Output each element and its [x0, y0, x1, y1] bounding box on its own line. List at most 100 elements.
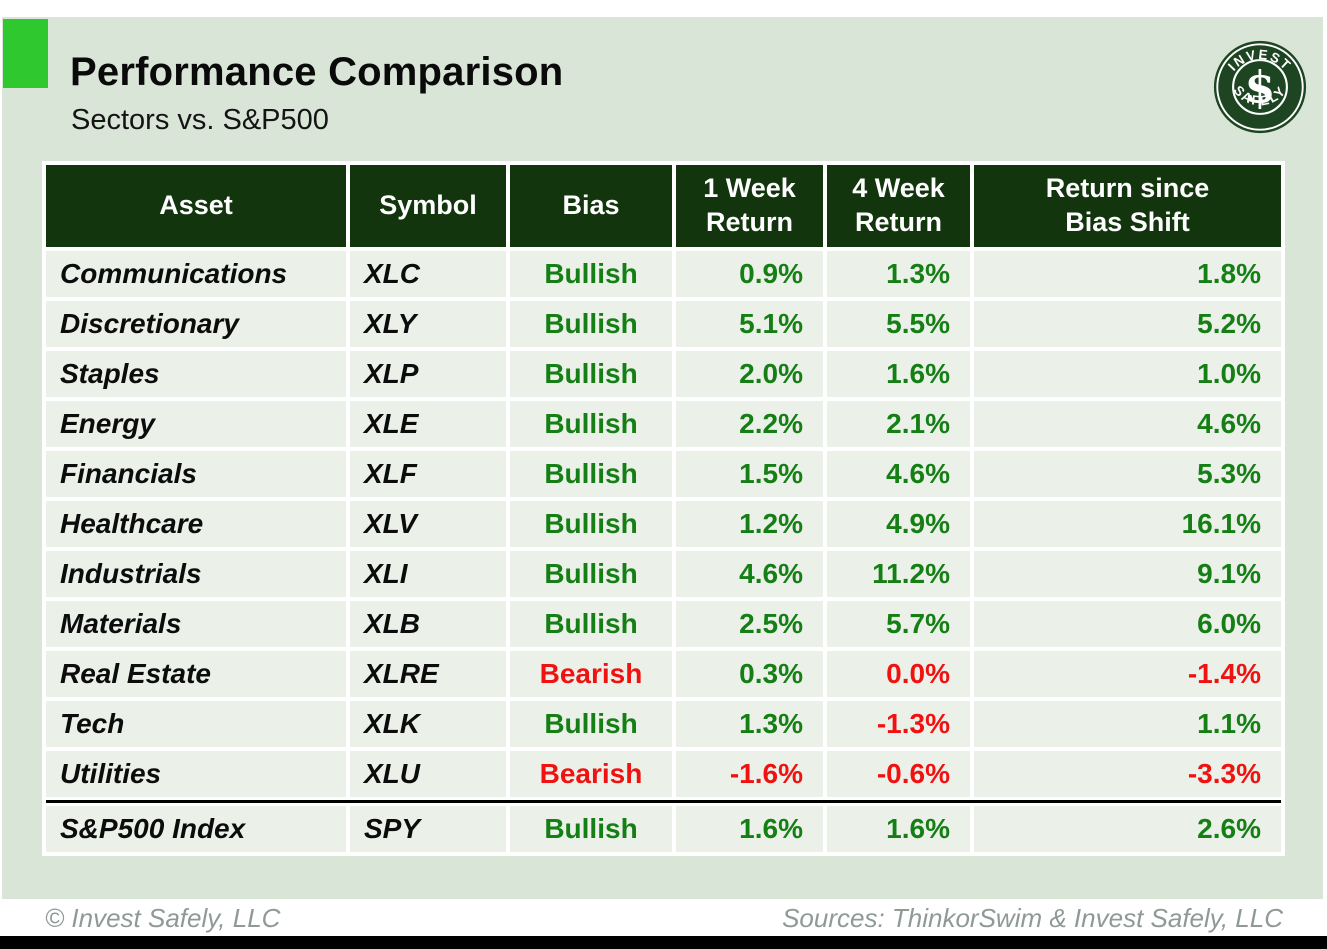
cell-4-week-return: -0.6%: [827, 751, 970, 797]
cell-4-week-return: 5.7%: [827, 601, 970, 647]
cell-return-since-bias-shift: 2.6%: [974, 806, 1281, 852]
cell-1-week-return: 2.2%: [676, 401, 823, 447]
table-body: Communications XLC Bullish 0.9% 1.3% 1.8% Disc…: [46, 251, 1281, 852]
cell-1-week-return: 1.2%: [676, 501, 823, 547]
cell-symbol: XLY: [350, 301, 506, 347]
cell-return-since-bias-shift: 9.1%: [974, 551, 1281, 597]
cell-asset: Materials: [46, 601, 346, 647]
cell-return-since-bias-shift: 5.3%: [974, 451, 1281, 497]
cell-1-week-return: 1.5%: [676, 451, 823, 497]
cell-symbol: XLI: [350, 551, 506, 597]
cell-return-since-bias-shift: 1.1%: [974, 701, 1281, 747]
cell-return-since-bias-shift: 6.0%: [974, 601, 1281, 647]
table-row: Discretionary XLY Bullish 5.1% 5.5% 5.2%: [46, 301, 1281, 347]
cell-1-week-return: 2.5%: [676, 601, 823, 647]
cell-asset: Staples: [46, 351, 346, 397]
cell-symbol: SPY: [350, 806, 506, 852]
cell-1-week-return: 5.1%: [676, 301, 823, 347]
cell-bias: Bullish: [510, 551, 672, 597]
cell-1-week-return: 4.6%: [676, 551, 823, 597]
cell-4-week-return: 1.3%: [827, 251, 970, 297]
table-row: Staples XLP Bullish 2.0% 1.6% 1.0%: [46, 351, 1281, 397]
cell-1-week-return: 1.6%: [676, 806, 823, 852]
cell-return-since-bias-shift: -1.4%: [974, 651, 1281, 697]
cell-bias: Bullish: [510, 501, 672, 547]
table-row: Communications XLC Bullish 0.9% 1.3% 1.8%: [46, 251, 1281, 297]
cell-return-since-bias-shift: 1.0%: [974, 351, 1281, 397]
cell-4-week-return: 5.5%: [827, 301, 970, 347]
cell-bias: Bullish: [510, 701, 672, 747]
table-row: Industrials XLI Bullish 4.6% 11.2% 9.1%: [46, 551, 1281, 597]
cell-4-week-return: 4.9%: [827, 501, 970, 547]
header-symbol: Symbol: [350, 165, 506, 247]
invest-safely-logo-icon: INVEST SAFELY $: [1212, 39, 1308, 135]
cell-symbol: XLF: [350, 451, 506, 497]
cell-bias: Bullish: [510, 806, 672, 852]
cell-symbol: XLE: [350, 401, 506, 447]
cell-4-week-return: 0.0%: [827, 651, 970, 697]
cell-4-week-return: 4.6%: [827, 451, 970, 497]
cell-bias: Bullish: [510, 251, 672, 297]
cell-bias: Bullish: [510, 451, 672, 497]
cell-4-week-return: 11.2%: [827, 551, 970, 597]
table-row: Healthcare XLV Bullish 1.2% 4.9% 16.1%: [46, 501, 1281, 547]
cell-bias: Bearish: [510, 751, 672, 797]
cell-symbol: XLRE: [350, 651, 506, 697]
cell-asset: Real Estate: [46, 651, 346, 697]
cell-symbol: XLC: [350, 251, 506, 297]
cell-return-since-bias-shift: 4.6%: [974, 401, 1281, 447]
cell-asset: Healthcare: [46, 501, 346, 547]
cell-return-since-bias-shift: 5.2%: [974, 301, 1281, 347]
accent-square: [3, 19, 48, 88]
cell-bias: Bullish: [510, 351, 672, 397]
cell-symbol: XLU: [350, 751, 506, 797]
table-row: Utilities XLU Bearish -1.6% -0.6% -3.3%: [46, 751, 1281, 797]
cell-4-week-return: 1.6%: [827, 351, 970, 397]
cell-4-week-return: -1.3%: [827, 701, 970, 747]
cell-asset: Energy: [46, 401, 346, 447]
cell-1-week-return: -1.6%: [676, 751, 823, 797]
cell-bias: Bullish: [510, 401, 672, 447]
cell-symbol: XLK: [350, 701, 506, 747]
cell-asset: Financials: [46, 451, 346, 497]
cell-asset: Utilities: [46, 751, 346, 797]
cell-4-week-return: 1.6%: [827, 806, 970, 852]
performance-table: Asset Symbol Bias 1 Week Return 4 Week R…: [42, 161, 1285, 856]
header-return-since-bias-shift: Return since Bias Shift: [974, 165, 1281, 247]
sources-text: Sources: ThinkorSwim & Invest Safely, LL…: [782, 903, 1283, 933]
cell-return-since-bias-shift: 16.1%: [974, 501, 1281, 547]
table-row: S&P500 Index SPY Bullish 1.6% 1.6% 2.6%: [46, 806, 1281, 852]
cell-asset: Industrials: [46, 551, 346, 597]
table-row: Materials XLB Bullish 2.5% 5.7% 6.0%: [46, 601, 1281, 647]
header-1-week-return: 1 Week Return: [676, 165, 823, 247]
page-title: Performance Comparison: [70, 50, 564, 94]
cell-1-week-return: 2.0%: [676, 351, 823, 397]
cell-symbol: XLV: [350, 501, 506, 547]
cell-asset: S&P500 Index: [46, 806, 346, 852]
cell-bias: Bearish: [510, 651, 672, 697]
table-row: Financials XLF Bullish 1.5% 4.6% 5.3%: [46, 451, 1281, 497]
table-row: Real Estate XLRE Bearish 0.3% 0.0% -1.4%: [46, 651, 1281, 697]
cell-bias: Bullish: [510, 301, 672, 347]
cell-symbol: XLB: [350, 601, 506, 647]
cell-asset: Tech: [46, 701, 346, 747]
cell-asset: Communications: [46, 251, 346, 297]
benchmark-separator-line: [46, 800, 1281, 803]
cell-1-week-return: 1.3%: [676, 701, 823, 747]
cell-bias: Bullish: [510, 601, 672, 647]
header-bias: Bias: [510, 165, 672, 247]
cell-asset: Discretionary: [46, 301, 346, 347]
header-asset: Asset: [46, 165, 346, 247]
logo-dollar-glyph: $: [1245, 62, 1276, 113]
cell-return-since-bias-shift: 1.8%: [974, 251, 1281, 297]
bottom-bar: [0, 936, 1327, 949]
cell-return-since-bias-shift: -3.3%: [974, 751, 1281, 797]
table-header-row: Asset Symbol Bias 1 Week Return 4 Week R…: [46, 165, 1281, 247]
cell-symbol: XLP: [350, 351, 506, 397]
table-row: Tech XLK Bullish 1.3% -1.3% 1.1%: [46, 701, 1281, 747]
header-4-week-return: 4 Week Return: [827, 165, 970, 247]
cell-1-week-return: 0.9%: [676, 251, 823, 297]
page-subtitle: Sectors vs. S&P500: [71, 104, 329, 136]
copyright-text: © Invest Safely, LLC: [45, 903, 281, 933]
table-row: Energy XLE Bullish 2.2% 2.1% 4.6%: [46, 401, 1281, 447]
